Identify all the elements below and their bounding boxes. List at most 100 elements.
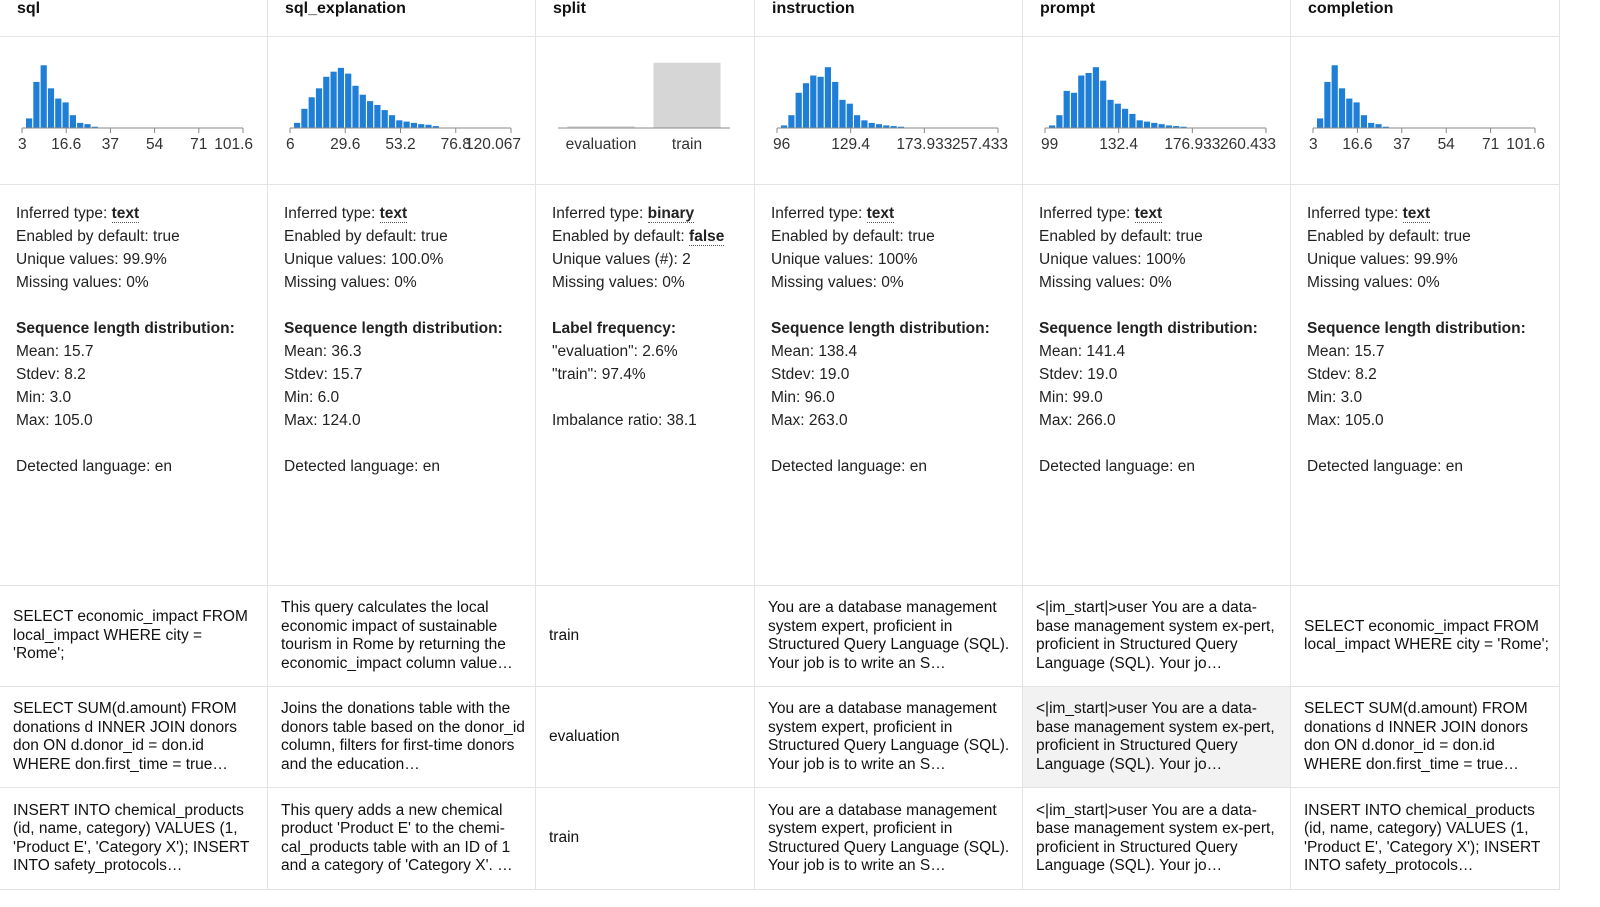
histogram-bar: [1324, 81, 1331, 128]
stat-line: Max: 266.0: [1039, 412, 1116, 429]
tick-label: 99: [1041, 136, 1058, 153]
histogram-bar: [403, 121, 410, 128]
histogram-bar: [323, 76, 330, 128]
table-cell[interactable]: SELECT economic_impact FROM local_impact…: [0, 586, 268, 687]
table-cell[interactable]: <|im_start|>user You are a data-base man…: [1023, 788, 1291, 890]
histogram-bar: [1375, 124, 1382, 128]
histogram-bar: [1085, 72, 1092, 128]
enabled-by-default: Enabled by default: true: [16, 225, 267, 248]
stat-line: Stdev: 19.0: [1039, 366, 1118, 383]
table-cell[interactable]: train: [536, 586, 755, 687]
tick-label: 53.2: [385, 136, 415, 153]
tick-label: 16.6: [1342, 136, 1372, 153]
enabled-value: true: [421, 228, 448, 245]
inferred-type: Inferred type: binary: [552, 202, 754, 225]
tick-label: 260.433: [1220, 136, 1276, 153]
histogram-bar: [854, 115, 861, 128]
histogram-split: evaluation train: [536, 37, 755, 185]
column-stats-sql_explanation: Inferred type: text Enabled by default: t…: [268, 185, 536, 586]
column-stats-completion: Inferred type: text Enabled by default: t…: [1291, 185, 1560, 586]
enabled-by-default: Enabled by default: true: [284, 225, 535, 248]
inferred-type-value[interactable]: text: [1402, 205, 1431, 223]
column-header-prompt[interactable]: prompt: [1023, 0, 1291, 37]
table-cell[interactable]: SELECT economic_impact FROM local_impact…: [1291, 586, 1560, 687]
column-name[interactable]: instruction: [772, 0, 855, 17]
histogram-bar: [337, 67, 344, 128]
stat-line: "evaluation": 2.6%: [552, 343, 678, 360]
table-cell[interactable]: This query calculates the local economic…: [268, 586, 536, 687]
cell-text: <|im_start|>user You are a data-base man…: [1036, 599, 1275, 672]
inferred-type-value[interactable]: text: [866, 205, 895, 223]
histogram-bar: [1136, 120, 1143, 128]
inferred-type-value[interactable]: binary: [647, 205, 695, 223]
column-name[interactable]: prompt: [1040, 0, 1096, 17]
table-cell[interactable]: You are a database management system exp…: [755, 687, 1023, 788]
histogram-bar: [345, 73, 352, 128]
histogram-bar: [875, 124, 883, 128]
detected-language: Detected language: en: [771, 458, 927, 475]
spacer: [1307, 294, 1559, 317]
table-cell[interactable]: SELECT SUM(d.amount) FROM donations d IN…: [1291, 687, 1560, 788]
column-name[interactable]: sql_explanation: [285, 0, 406, 17]
stat-line: Min: 3.0: [1307, 389, 1363, 406]
histogram-bar: [890, 126, 897, 128]
dataset-profile-table: sql sql_explanation split instruction prompt…: [0, 0, 1560, 890]
histogram-bar: [1114, 103, 1121, 128]
cell-text: SELECT economic_impact FROM local_impact…: [1304, 617, 1549, 654]
table-cell[interactable]: You are a database management system exp…: [755, 586, 1023, 687]
cell-text: INSERT INTO chemical_products (id, name,…: [1304, 801, 1541, 875]
enabled-value[interactable]: false: [689, 228, 725, 246]
chart-svg: 3 16.6 37 54 71 101.6: [1309, 65, 1545, 153]
unique-values: Unique values: 100.0%: [284, 251, 444, 268]
table-cell[interactable]: Joins the donations table with the donor…: [268, 687, 536, 788]
table-cell[interactable]: <|im_start|>user You are a data-base man…: [1023, 586, 1291, 687]
histogram-bar: [861, 120, 868, 128]
stat-line: Min: 6.0: [284, 389, 340, 406]
histogram-bar: [359, 94, 366, 128]
stat-line: Min: 99.0: [1039, 389, 1103, 406]
histogram-prompt: 99 132.4 176.933 260.433: [1023, 37, 1291, 185]
histogram-bar: [26, 118, 33, 128]
histogram-bar: [84, 124, 91, 128]
stat-line: Stdev: 15.7: [284, 366, 363, 383]
table-cell[interactable]: You are a database management system exp…: [755, 788, 1023, 890]
histogram-bar: [1107, 99, 1114, 128]
histogram-bar: [1331, 65, 1338, 128]
table-cell[interactable]: INSERT INTO chemical_products (id, name,…: [1291, 788, 1560, 890]
distribution-title: Label frequency:: [552, 320, 677, 337]
cell-text: <|im_start|>user You are a data-base man…: [1036, 801, 1275, 875]
missing-values: Missing values: 0%: [552, 274, 685, 291]
stat-line: Max: 105.0: [1307, 412, 1384, 429]
histogram-sql: 3 16.6 37 54 71 101.6: [0, 37, 268, 185]
column-name[interactable]: split: [553, 0, 586, 17]
column-header-instruction[interactable]: instruction: [755, 0, 1023, 37]
cell-text: SELECT economic_impact FROM local_impact…: [13, 608, 248, 663]
table-cell[interactable]: train: [536, 788, 755, 890]
column-name[interactable]: completion: [1308, 0, 1394, 17]
tick-label: 129.4: [831, 136, 870, 153]
spacer: [1039, 294, 1290, 317]
table-cell[interactable]: SELECT SUM(d.amount) FROM donations d IN…: [0, 687, 268, 788]
column-header-split[interactable]: split: [536, 0, 755, 37]
histogram-bar: [396, 120, 403, 128]
column-header-sql_explanation[interactable]: sql_explanation: [268, 0, 536, 37]
detected-language: Detected language: en: [1307, 458, 1463, 475]
column-header-sql[interactable]: sql: [0, 0, 268, 37]
histogram-bar: [308, 97, 315, 128]
table-cell[interactable]: <|im_start|>user You are a data-base man…: [1023, 687, 1291, 788]
missing-values: Missing values: 0%: [1039, 274, 1172, 291]
inferred-type-value[interactable]: text: [1134, 205, 1163, 223]
tick-label: 176.933: [1164, 136, 1220, 153]
inferred-type-value[interactable]: text: [379, 205, 408, 223]
column-name[interactable]: sql: [17, 0, 41, 17]
table-cell[interactable]: This query adds a new chemical product '…: [268, 788, 536, 890]
chart-svg: evaluation train: [558, 62, 730, 153]
column-header-completion[interactable]: completion: [1291, 0, 1560, 37]
table-cell[interactable]: evaluation: [536, 687, 755, 788]
histogram-bar: [1122, 108, 1129, 128]
table-cell[interactable]: INSERT INTO chemical_products (id, name,…: [0, 788, 268, 890]
inferred-type-value[interactable]: text: [111, 205, 140, 223]
enabled-label: Enabled by default:: [552, 228, 690, 245]
detected-language: Detected language: en: [1039, 458, 1195, 475]
histogram-bar: [1063, 90, 1070, 128]
